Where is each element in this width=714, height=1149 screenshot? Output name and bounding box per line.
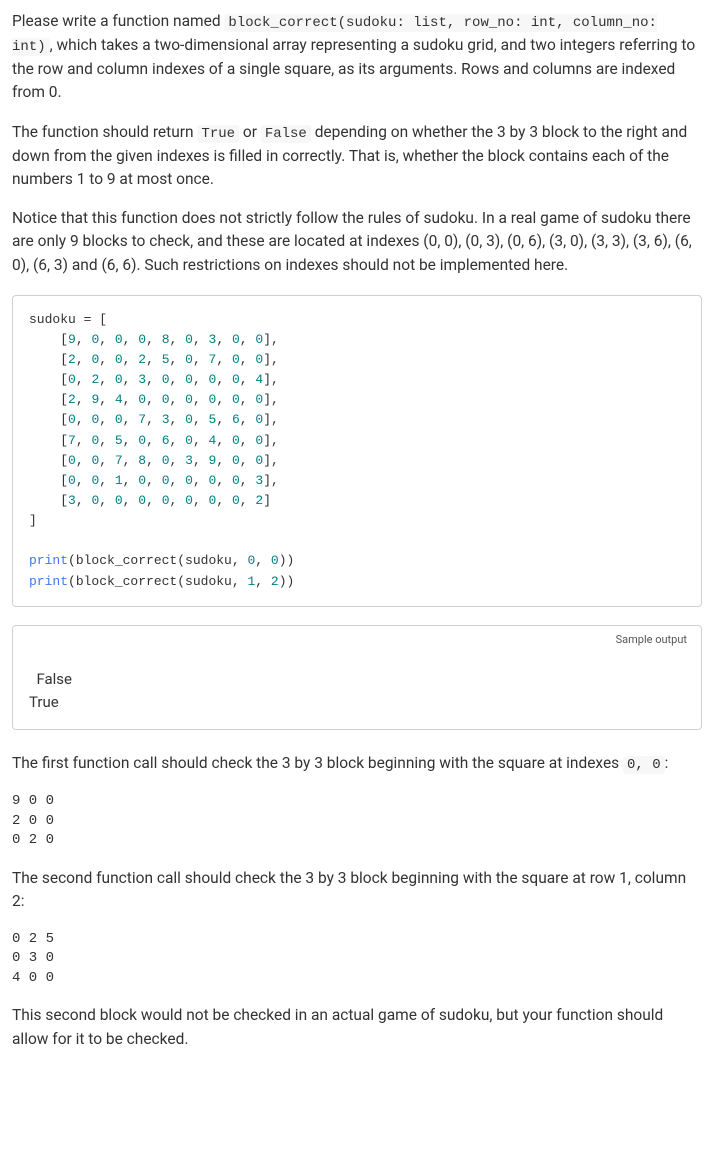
text: : (665, 754, 669, 772)
block-grid-1: 9 0 0 2 0 0 0 2 0 (12, 792, 702, 851)
sample-output-label: Sample output (616, 632, 687, 649)
sample-output-text: False True (29, 670, 72, 711)
block-grid-2: 0 2 5 0 3 0 4 0 0 (12, 930, 702, 989)
explain-paragraph-2: The second function call should check th… (12, 867, 702, 914)
false-literal: False (261, 125, 311, 143)
intro-paragraph-2: The function should return True or False… (12, 121, 702, 192)
text: Please write a function named (12, 12, 224, 30)
code-sample-box: sudoku = [ [9, 0, 0, 0, 8, 0, 3, 0, 0], … (12, 295, 702, 607)
index-code: 0, 0 (623, 756, 665, 774)
explain-paragraph-3: This second block would not be checked i… (12, 1004, 702, 1051)
intro-paragraph-1: Please write a function named block_corr… (12, 10, 702, 105)
text: The function should return (12, 123, 197, 141)
text: or (239, 123, 261, 141)
true-literal: True (197, 125, 239, 143)
intro-paragraph-3: Notice that this function does not stric… (12, 207, 702, 277)
sample-output-box: Sample output False True (12, 625, 702, 731)
explain-paragraph-1: The first function call should check the… (12, 752, 702, 776)
text: The first function call should check the… (12, 754, 623, 772)
text: , which takes a two-dimensional array re… (12, 36, 695, 101)
